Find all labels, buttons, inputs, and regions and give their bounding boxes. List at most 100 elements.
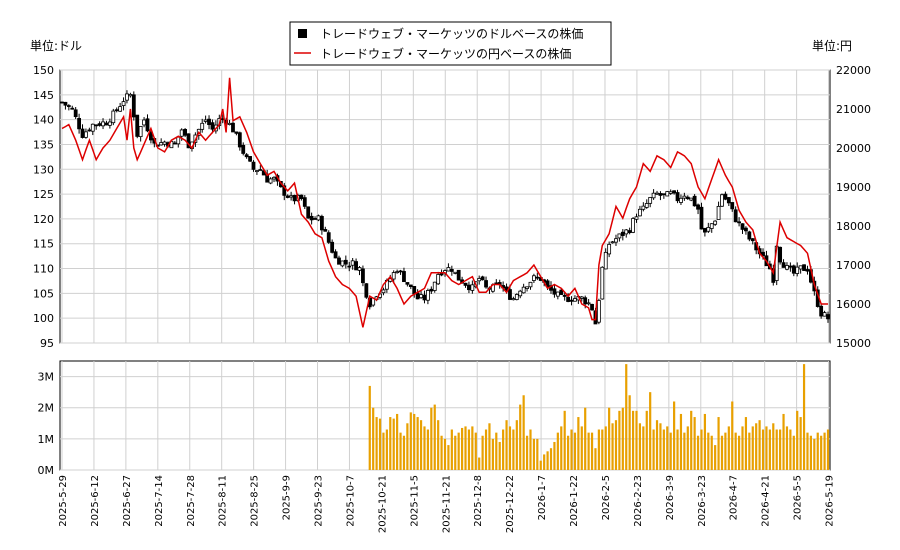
usd-candle	[145, 118, 150, 132]
x-tick-label: 2025-11-5	[409, 475, 420, 527]
usd-candle	[573, 298, 577, 302]
usd-candle	[432, 281, 437, 291]
usd-candle	[248, 156, 252, 162]
right-unit-label: 単位:円	[812, 38, 852, 53]
volume-bar	[755, 423, 758, 470]
volume-bar	[652, 429, 655, 470]
usd-candle	[381, 289, 386, 294]
usd-candle	[607, 243, 612, 255]
x-tick-label: 2026-4-21	[761, 475, 772, 527]
volume-bar	[515, 420, 518, 470]
volume-bar	[392, 418, 395, 470]
volume-bar	[426, 429, 430, 470]
usd-candle	[135, 114, 140, 137]
right-tick-label: 15000	[836, 337, 871, 350]
volume-bar	[748, 432, 751, 470]
usd-candle	[114, 109, 119, 112]
usd-candle	[596, 300, 601, 323]
volume-bar	[611, 423, 614, 470]
volume-tick-label: 3M	[38, 371, 55, 384]
usd-candle	[552, 288, 557, 295]
left-unit-label: 単位:ドル	[30, 38, 82, 53]
left-tick-label: 115	[33, 238, 54, 251]
volume-bar	[413, 413, 416, 470]
volume-bar	[816, 432, 819, 470]
usd-candle	[610, 241, 615, 244]
volume-bar	[690, 410, 693, 470]
usd-candle	[696, 204, 700, 210]
usd-candle	[316, 215, 321, 221]
volume-bar	[471, 426, 474, 470]
left-tick-label: 130	[33, 163, 54, 176]
volume-bar	[450, 429, 453, 470]
volume-tick-label: 1M	[38, 433, 55, 446]
usd-candle	[227, 122, 232, 125]
volume-bar	[724, 432, 727, 470]
usd-candle	[326, 232, 331, 243]
usd-candle	[467, 284, 471, 291]
volume-tick-label: 2M	[38, 402, 55, 415]
usd-candle	[159, 142, 164, 146]
x-tick-label: 2025-5-29	[58, 475, 69, 527]
volume-bar	[635, 410, 638, 470]
volume-bar	[443, 438, 447, 470]
x-tick-label: 2025-8-25	[250, 475, 261, 527]
usd-candle	[412, 286, 417, 295]
usd-candle	[672, 190, 677, 194]
volume-bar	[491, 438, 494, 470]
usd-candle	[391, 272, 396, 280]
right-tick-label: 19000	[836, 181, 871, 194]
volume-bar	[368, 385, 371, 470]
usd-candle	[638, 208, 642, 217]
left-tick-label: 125	[33, 188, 54, 201]
volume-bar	[543, 454, 546, 470]
volume-bar	[823, 432, 826, 470]
x-tick-label: 2025-9-23	[314, 475, 325, 527]
usd-candle	[268, 178, 273, 184]
volume-bar	[498, 441, 501, 470]
usd-candle	[532, 275, 536, 281]
usd-candle	[514, 294, 519, 300]
usd-candle	[138, 126, 143, 138]
usd-candle	[569, 299, 574, 302]
usd-candle	[682, 195, 687, 199]
usd-candle	[319, 216, 324, 231]
usd-candle	[600, 266, 605, 300]
usd-candle	[559, 289, 564, 295]
left-tick-label: 145	[33, 89, 54, 102]
usd-candle	[94, 124, 99, 127]
volume-bar	[454, 435, 457, 470]
usd-candle	[689, 197, 694, 201]
volume-bar	[495, 432, 498, 470]
volume-bar	[399, 432, 402, 470]
usd-candle	[121, 101, 126, 106]
volume-bar	[826, 429, 830, 470]
usd-candle	[535, 276, 540, 279]
usd-candle	[128, 93, 133, 97]
usd-candle	[77, 118, 81, 130]
usd-candle	[802, 264, 806, 271]
volume-bar	[440, 435, 443, 470]
usd-candle	[149, 131, 153, 141]
usd-candle	[518, 290, 523, 297]
usd-candle	[429, 288, 434, 292]
volume-bar	[679, 413, 683, 470]
left-tick-label: 95	[40, 337, 54, 350]
usd-candle	[361, 268, 365, 284]
usd-candle	[685, 196, 690, 200]
usd-candle	[555, 291, 560, 297]
usd-candle	[744, 227, 748, 232]
usd-candle	[713, 220, 718, 225]
usd-candle	[634, 216, 639, 220]
usd-candle	[761, 251, 765, 257]
volume-bar	[645, 410, 648, 470]
volume-bar	[553, 441, 556, 470]
usd-candle	[778, 246, 783, 263]
usd-candle	[521, 286, 526, 294]
x-tick-label: 2026-5-19	[825, 475, 836, 527]
volume-bar	[700, 429, 703, 470]
legend-jpy-label: トレードウェブ・マーケッツの円ベースの株価	[320, 46, 571, 61]
volume-bar	[638, 423, 642, 470]
usd-candle	[323, 229, 328, 232]
